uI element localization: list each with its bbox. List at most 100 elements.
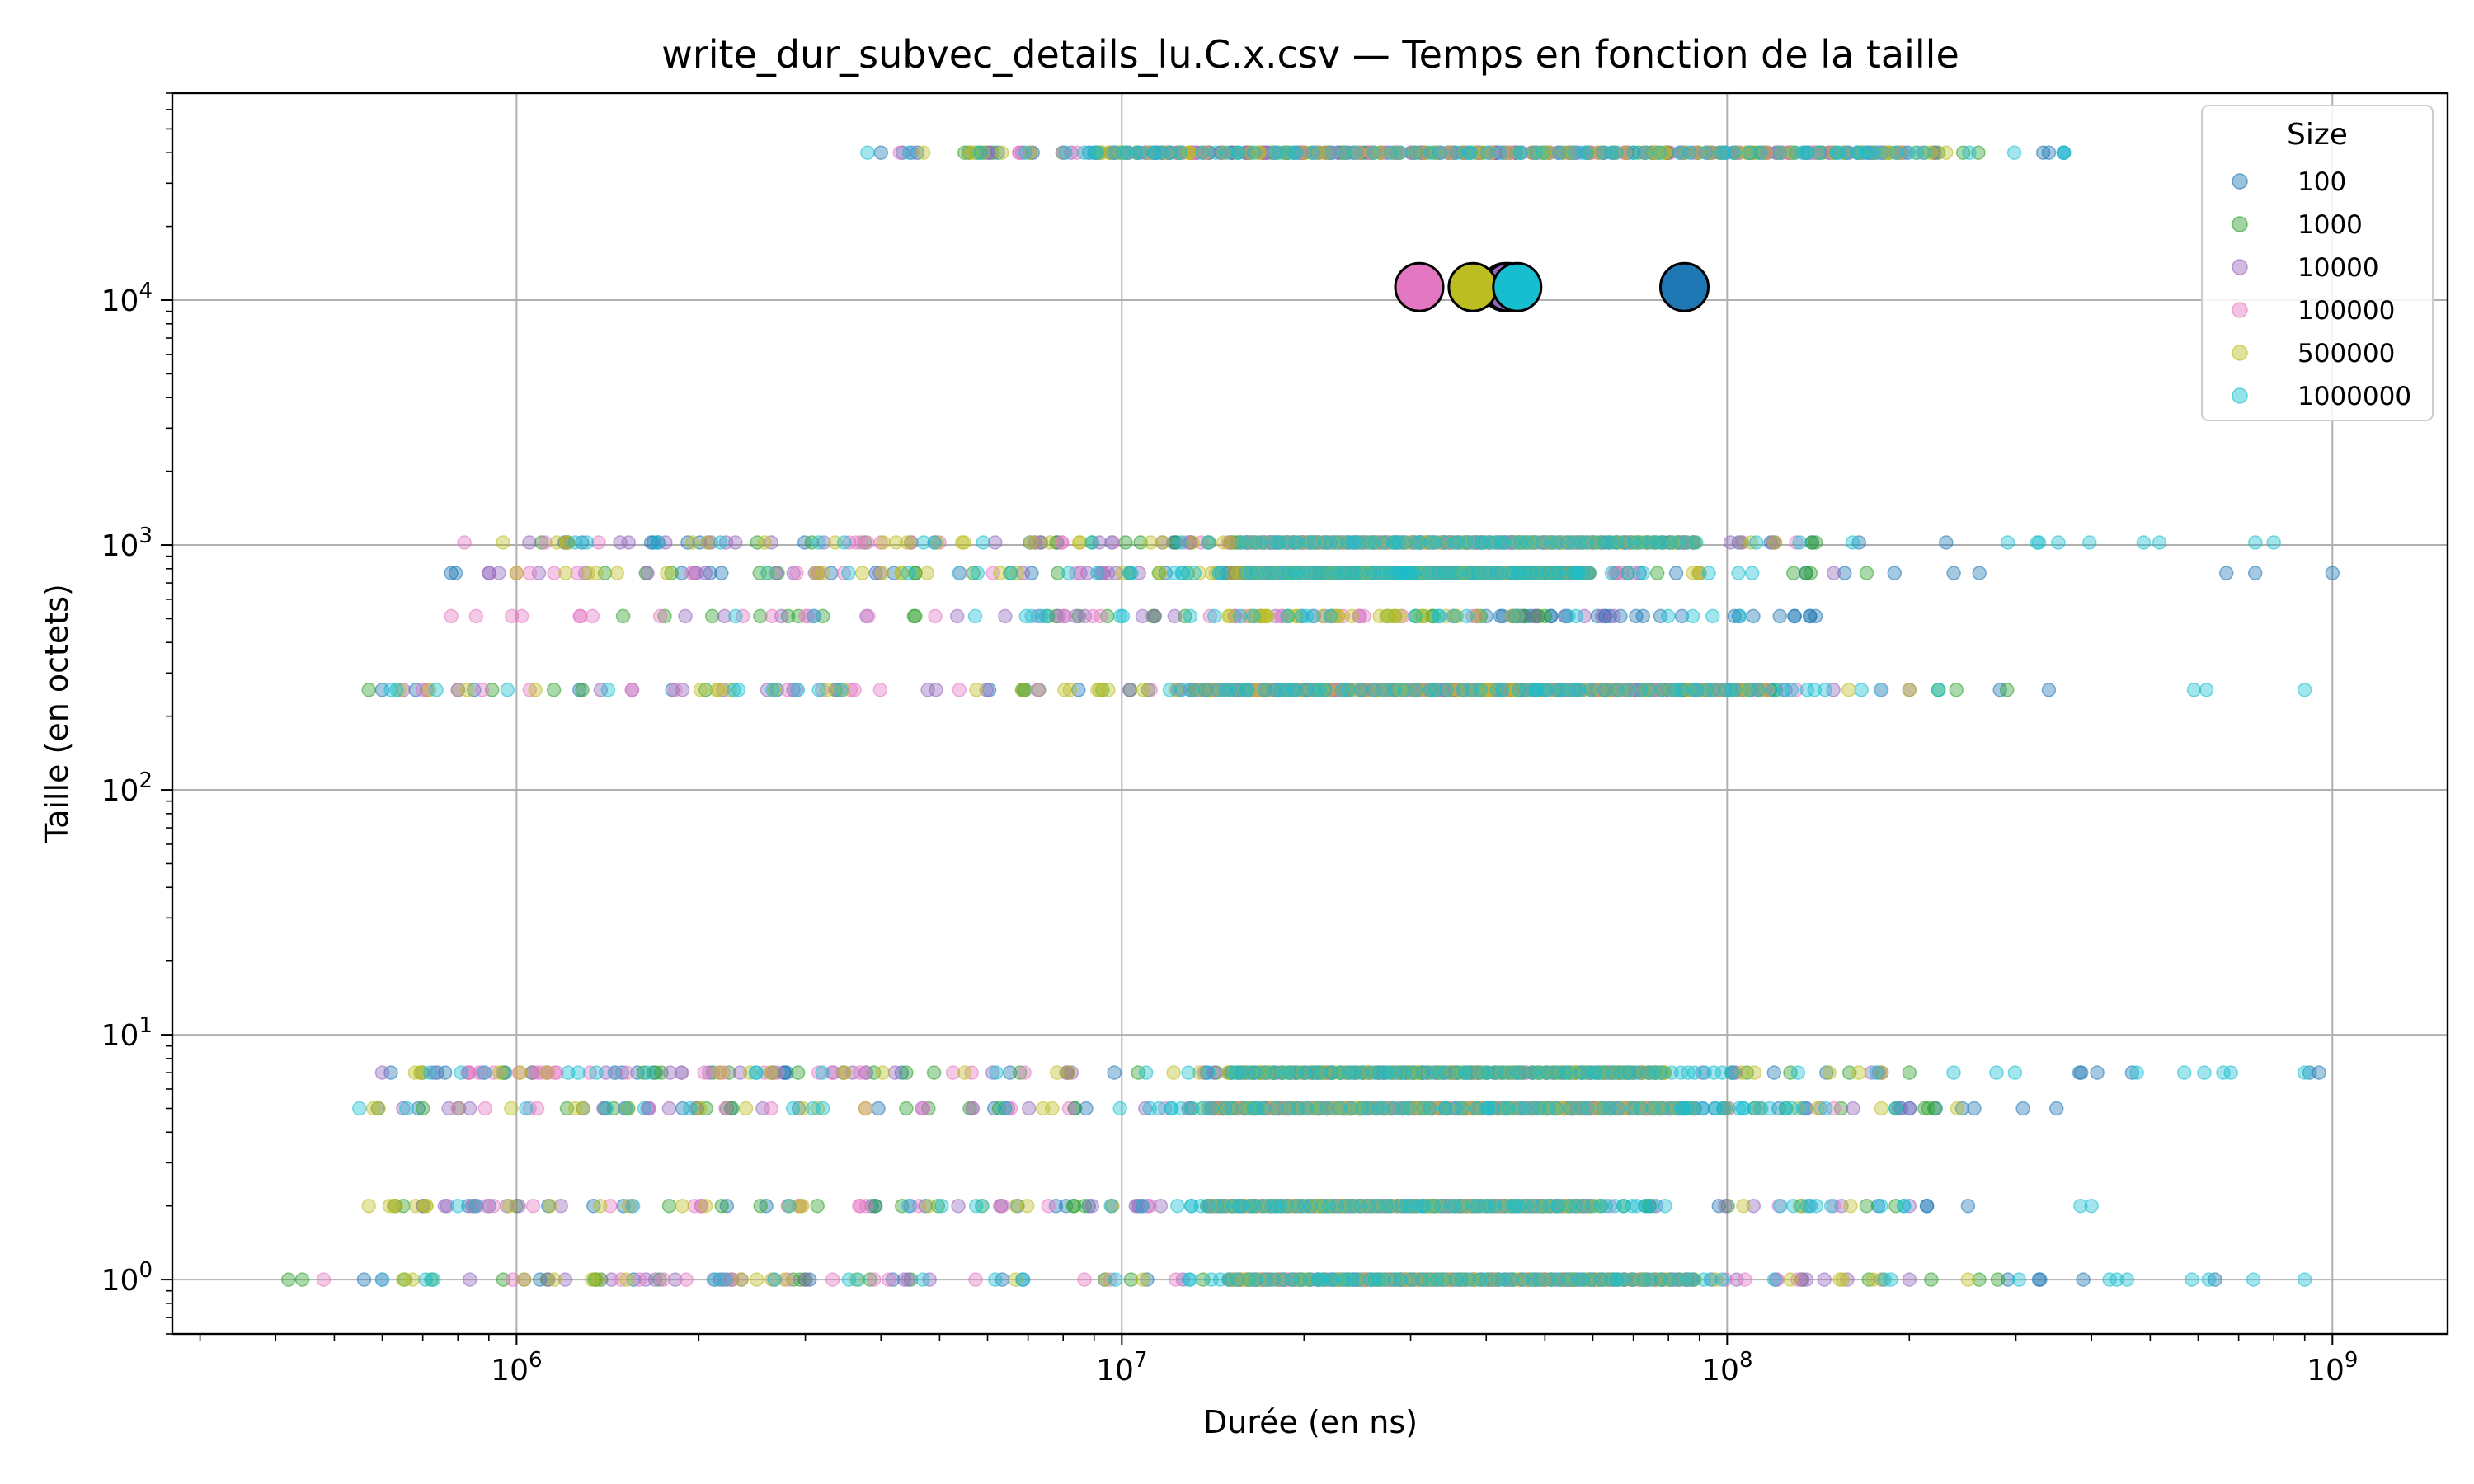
data-point <box>929 683 943 697</box>
data-point <box>926 1065 942 1080</box>
data-point <box>1582 566 1597 580</box>
data-point <box>454 1065 468 1080</box>
legend-marker <box>2232 345 2248 361</box>
data-point <box>374 1272 390 1287</box>
data-point <box>1597 683 1612 697</box>
data-point <box>1267 145 1282 160</box>
data-point <box>1168 1272 1183 1287</box>
data-point <box>399 1101 414 1116</box>
data-point <box>806 608 821 624</box>
data-point <box>713 1065 728 1080</box>
data-point <box>1120 145 1135 160</box>
data-point <box>976 535 990 550</box>
data-point <box>1021 1101 1037 1116</box>
data-point <box>757 535 773 550</box>
data-point <box>1604 566 1620 580</box>
data-point <box>1792 535 1807 550</box>
data-point <box>1869 1065 1884 1080</box>
data-point <box>798 1272 813 1287</box>
data-point <box>749 1272 764 1287</box>
data-point <box>2325 566 2340 580</box>
data-point <box>500 683 515 697</box>
data-point <box>1808 608 1823 624</box>
data-point <box>1896 1198 1912 1214</box>
legend-label: 500000 <box>2298 339 2395 369</box>
data-point <box>853 1065 868 1080</box>
data-point <box>1736 1198 1751 1214</box>
data-point <box>1090 683 1105 697</box>
y-axis-label: Taille (en octets) <box>39 584 75 843</box>
data-point <box>374 1065 390 1080</box>
data-point <box>1772 145 1788 160</box>
data-point <box>1823 1198 1839 1214</box>
data-point <box>1972 566 1987 580</box>
data-point <box>1888 1101 1903 1116</box>
data-point <box>1135 608 1150 624</box>
data-point <box>1606 608 1621 624</box>
data-point <box>967 608 983 624</box>
data-point <box>854 566 870 580</box>
data-point <box>2007 1065 2023 1080</box>
data-point <box>1967 1101 1982 1116</box>
data-point <box>2218 566 2234 580</box>
data-point <box>1803 566 1818 580</box>
data-point <box>1785 1101 1799 1116</box>
data-point <box>316 1272 332 1287</box>
summary-marker-500000 <box>1447 261 1498 312</box>
data-point <box>415 1101 430 1116</box>
legend-label: 10000 <box>2298 253 2379 283</box>
data-point <box>2246 1272 2261 1287</box>
data-point <box>1303 1198 1318 1214</box>
data-point <box>1260 608 1275 624</box>
data-point <box>1939 535 1954 550</box>
data-point <box>1727 683 1743 697</box>
data-point <box>519 1101 534 1116</box>
data-point <box>1579 145 1595 160</box>
data-point <box>371 1101 386 1116</box>
data-point <box>547 1272 562 1287</box>
data-point <box>1950 1101 1965 1116</box>
data-point <box>1772 608 1787 624</box>
data-point <box>1152 566 1168 580</box>
data-point <box>1990 1272 2006 1287</box>
data-point <box>1785 1198 1801 1214</box>
data-point <box>593 1198 608 1214</box>
data-point <box>1004 566 1019 580</box>
data-point <box>753 1198 768 1214</box>
data-point <box>1638 145 1653 160</box>
data-point <box>2297 1065 2312 1080</box>
data-point <box>1133 145 1149 160</box>
data-point <box>989 1065 1004 1080</box>
data-point <box>1056 608 1072 624</box>
data-point <box>1874 145 1889 160</box>
data-point <box>609 566 625 580</box>
data-point <box>1686 683 1701 697</box>
data-point <box>1147 608 1163 624</box>
data-point <box>901 566 915 580</box>
data-point <box>1888 145 1903 160</box>
data-point <box>867 1272 882 1287</box>
data-point <box>901 145 917 160</box>
data-point <box>1785 566 1801 580</box>
data-point <box>1402 1101 1417 1116</box>
data-point <box>1167 608 1183 624</box>
data-point <box>763 1065 778 1080</box>
data-point <box>1804 535 1819 550</box>
data-point <box>811 535 826 550</box>
data-point <box>1766 1065 1782 1080</box>
data-point <box>1846 1101 1860 1116</box>
data-point <box>901 1272 915 1287</box>
data-point <box>661 1101 677 1116</box>
data-point <box>1295 608 1310 624</box>
data-point <box>790 683 806 697</box>
data-point <box>1103 1198 1118 1214</box>
data-point <box>429 683 444 697</box>
data-point <box>1843 1198 1858 1214</box>
data-point <box>1493 145 1507 160</box>
data-point <box>749 1065 764 1080</box>
data-point <box>998 608 1013 624</box>
data-point <box>1751 683 1766 697</box>
data-point <box>1766 1272 1782 1287</box>
data-point <box>1061 1101 1077 1116</box>
